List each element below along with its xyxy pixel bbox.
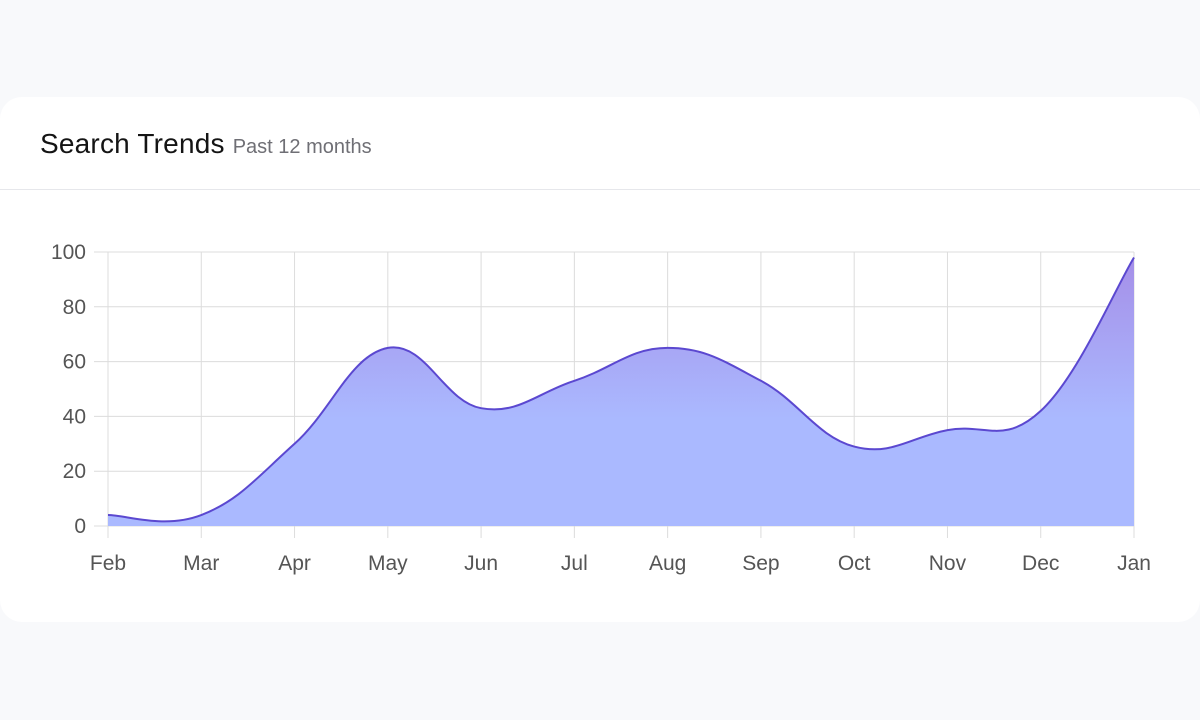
y-tick-label: 40 xyxy=(63,405,86,428)
y-tick-label: 80 xyxy=(63,296,86,319)
card-subtitle: Past 12 months xyxy=(232,135,372,158)
x-tick-label: Oct xyxy=(838,552,871,575)
x-tick-label: Jan xyxy=(1117,552,1151,575)
y-tick-label: 20 xyxy=(63,460,86,483)
card-title: Search Trends xyxy=(40,128,225,159)
area-layer xyxy=(107,256,1135,526)
x-tick-label: Sep xyxy=(742,552,779,575)
search-trends-card: Search Trends Past 12 months 0 20 40 60 80 10… xyxy=(0,97,1200,622)
x-tick-label: Aug xyxy=(649,552,686,575)
y-tick-label: 100 xyxy=(51,241,86,264)
y-tick-label: 60 xyxy=(63,351,86,374)
x-tick-label: Jul xyxy=(561,552,588,575)
x-tick-label: May xyxy=(368,552,408,575)
search-trends-chart: 0 20 40 60 80 100 Feb Mar Apr May Jun Jul Aug Sep Oct N… xyxy=(51,241,1151,575)
series-line xyxy=(107,256,1135,523)
axis-layer: 0 20 40 60 80 100 Feb Mar Apr May Jun Jul Aug Sep Oct N… xyxy=(51,241,1151,575)
x-tick-label: Mar xyxy=(183,552,219,575)
x-tick-label: Nov xyxy=(929,552,967,575)
card-header: Search Trends Past 12 months xyxy=(0,97,1200,190)
x-tick-label: Dec xyxy=(1022,552,1059,575)
chart-area: 0 20 40 60 80 100 Feb Mar Apr May Jun Jul Aug Sep Oct N… xyxy=(0,190,1200,622)
y-tick-label: 0 xyxy=(74,515,86,538)
series-area-fill xyxy=(108,257,1134,526)
x-tick-label: Feb xyxy=(90,552,126,575)
x-tick-label: Apr xyxy=(278,552,311,575)
x-tick-label: Jun xyxy=(464,552,498,575)
